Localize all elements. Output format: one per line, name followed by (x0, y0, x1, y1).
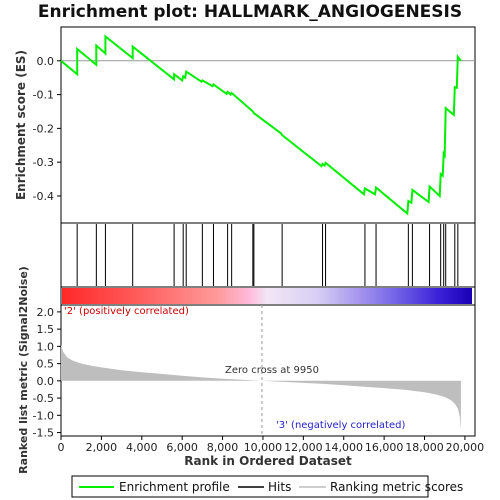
positive-correlation-label: '2' (positively correlated) (64, 306, 189, 317)
ranking-metric-area (61, 344, 461, 430)
negative-correlation-label: '3' (negatively correlated) (276, 420, 405, 431)
metric-y-axis-label: Ranked list metric (Signal2Noise) (17, 266, 30, 474)
hit-lines (76, 224, 459, 286)
x-tick-label: 14,000 (324, 441, 363, 454)
legend-metric-label: Ranking metric scores (330, 480, 463, 494)
metric-y-tick-label: 2.0 (37, 306, 55, 319)
legend-profile-label: Enrichment profile (119, 480, 230, 494)
es-panel: 0.0 -0.1 -0.2 -0.3 -0.4 Enrichment score (ES… (14, 26, 476, 224)
metric-x-ticks: 0 2,000 4,000 6,000 8,000 10,000 12,000 14,000 1… (58, 436, 485, 454)
rank-color-bar (60, 286, 476, 306)
metric-panel: 2.0 1.5 1.0 0.5 0.0 -0.5 -1.0 -1.5 0 2,000 4,000 6… (17, 266, 484, 474)
metric-y-tick-label: -1.0 (33, 409, 54, 422)
metric-y-tick-label: 0.0 (37, 375, 55, 388)
x-tick-label: 8,000 (207, 441, 239, 454)
es-y-tick-label: 0.0 (37, 55, 55, 68)
es-y-axis-label: Enrichment score (ES) (14, 50, 28, 200)
x-tick-label: 12,000 (284, 441, 323, 454)
metric-y-tick-label: 1.5 (37, 323, 55, 336)
x-tick-label: 20,000 (446, 441, 485, 454)
legend: Enrichment profile Hits Ranking metric s… (71, 475, 463, 498)
x-tick-label: 0 (58, 441, 65, 454)
legend-hits-label: Hits (268, 480, 291, 494)
hits-panel (60, 222, 476, 288)
x-tick-label: 18,000 (405, 441, 444, 454)
es-y-tick-label: -0.1 (33, 89, 54, 102)
metric-y-ticks: 2.0 1.5 1.0 0.5 0.0 -0.5 -1.0 -1.5 (33, 306, 61, 440)
metric-y-tick-label: 1.0 (37, 340, 55, 353)
es-y-ticks: 0.0 -0.1 -0.2 -0.3 -0.4 (33, 55, 61, 203)
enrichment-profile-line (60, 34, 462, 216)
x-tick-label: 2,000 (86, 441, 118, 454)
metric-y-tick-label: -0.5 (33, 392, 54, 405)
es-y-tick-label: -0.3 (33, 156, 54, 169)
es-y-tick-label: -0.4 (33, 190, 54, 203)
x-axis-label: Rank in Ordered Dataset (184, 454, 352, 468)
metric-y-tick-label: 0.5 (37, 358, 55, 371)
x-tick-label: 4,000 (126, 441, 158, 454)
zero-cross-label: Zero cross at 9950 (225, 365, 319, 376)
es-panel-frame (60, 26, 476, 224)
chart-title: Enrichment plot: HALLMARK_ANGIOGENESIS (37, 2, 463, 22)
x-tick-label: 6,000 (166, 441, 198, 454)
hits-panel-frame (60, 222, 476, 288)
x-tick-label: 16,000 (365, 441, 404, 454)
metric-y-tick-label: -1.5 (33, 427, 54, 440)
metric-panel-frame (60, 304, 476, 437)
es-y-tick-label: -0.2 (33, 122, 54, 135)
x-tick-label: 10,000 (244, 441, 283, 454)
